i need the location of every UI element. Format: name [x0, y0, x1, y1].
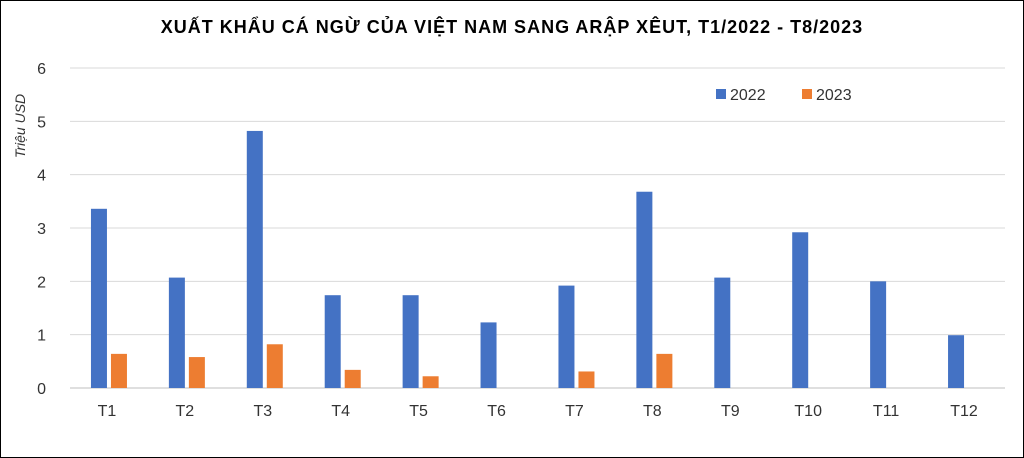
x-tick-label: T10	[794, 403, 822, 420]
x-tick-label: T4	[331, 403, 350, 420]
x-tick-labels: T1 T2 T3 T4 T5 T6 T7 T8 T9 T10 T11 T12	[98, 403, 978, 420]
x-tick-label: T8	[643, 403, 662, 420]
bar-2022-T11	[870, 281, 887, 388]
bar-2023-T5	[422, 376, 439, 388]
x-tick-label: T11	[873, 403, 899, 420]
y-tick-label: 3	[37, 221, 46, 238]
bar-2023-T7	[578, 371, 595, 388]
bar-2023-T8	[656, 353, 673, 388]
y-tick-labels: 0 1 2 3 4 5 6	[37, 61, 46, 398]
x-tick-label: T5	[409, 403, 428, 420]
y-tick-label: 1	[37, 328, 46, 345]
bar-2022-T4	[324, 295, 341, 388]
legend: 2022 2023	[716, 87, 852, 104]
bar-2023-T4	[344, 369, 361, 388]
x-tick-label: T6	[487, 403, 506, 420]
bar-2022-T10	[792, 232, 809, 388]
y-tick-label: 2	[37, 274, 46, 291]
bar-2022-T3	[246, 130, 263, 388]
gridlines	[70, 67, 1005, 389]
bar-2023-T3	[266, 344, 283, 388]
y-tick-label: 0	[37, 381, 46, 398]
legend-label: 2022	[730, 87, 766, 104]
bar-2022-T5	[402, 295, 419, 388]
legend-swatch	[716, 89, 726, 99]
y-tick-label: 6	[37, 61, 46, 78]
bar-2022-T6	[480, 322, 497, 388]
x-tick-label: T7	[565, 403, 584, 420]
x-tick-label: T2	[176, 403, 195, 420]
bar-2022-T7	[558, 285, 575, 388]
x-tick-label: T12	[950, 403, 978, 420]
legend-swatch	[802, 89, 812, 99]
bar-2022-T8	[636, 191, 653, 388]
bar-2022-T2	[168, 277, 185, 388]
y-tick-label: 4	[37, 168, 46, 185]
bar-2023-T2	[188, 357, 205, 388]
x-tick-label: T3	[253, 403, 272, 420]
bar-2023-T1	[110, 353, 127, 388]
y-tick-label: 5	[37, 114, 46, 131]
bar-2022-T1	[90, 208, 107, 388]
chart-title: XUẤT KHẨU CÁ NGỪ CỦA VIỆT NAM SANG ARẬP …	[160, 17, 864, 37]
x-tick-label: T9	[721, 403, 740, 420]
bar-2022-T9	[714, 277, 731, 388]
legend-label: 2023	[816, 87, 852, 104]
bar-2022-T12	[948, 335, 965, 388]
bars	[90, 130, 965, 388]
x-tick-label: T1	[98, 403, 117, 420]
